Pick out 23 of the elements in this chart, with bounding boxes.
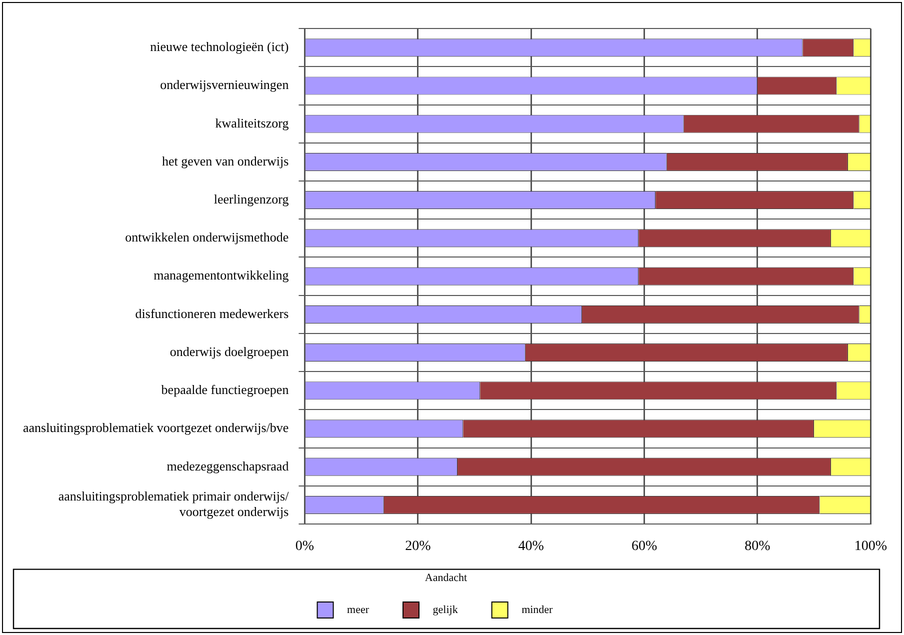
y-tick-label: ontwikkelen onderwijsmethode	[125, 230, 289, 245]
x-tick-label: 100%	[854, 539, 888, 554]
y-tick-label: het geven van onderwijs	[162, 153, 289, 168]
x-tick-label: 40%	[518, 539, 544, 554]
y-tick-label: disfunctioneren medewerkers	[135, 306, 289, 321]
y-tick-label: aansluitingsproblematiek primair onderwijs/ voortgezet onderwijs	[58, 488, 290, 520]
x-tick-label: 20%	[405, 539, 432, 554]
y-tick-label: aansluitingsproblematiek voortgezet onderwijs/bve	[22, 420, 289, 436]
y-tick-label: bepaalde functiegroepen	[161, 382, 290, 398]
y-tick-label: medezeggenschapsraad	[166, 458, 290, 474]
y-tick-label: leerlingenzorg	[214, 192, 290, 207]
legend-label: minder	[513, 604, 575, 616]
y-tick-label: managementontwikkeling	[154, 268, 290, 283]
y-tick-label: nieuwe technologieën (ict)	[150, 39, 289, 54]
legend-title: Aandacht	[424, 572, 468, 584]
y-tick-label: kwaliteitszorg	[215, 115, 290, 130]
x-tick-label: 0%	[295, 539, 314, 554]
y-tick-label: onderwijsvernieuwingen	[160, 77, 290, 92]
legend-label: meer	[338, 604, 392, 616]
y-tick-label: onderwijs doelgroepen	[170, 344, 290, 359]
legend-label: gelijk	[424, 604, 480, 616]
x-tick-label: 80%	[744, 539, 771, 554]
x-tick-label: 60%	[631, 539, 658, 554]
